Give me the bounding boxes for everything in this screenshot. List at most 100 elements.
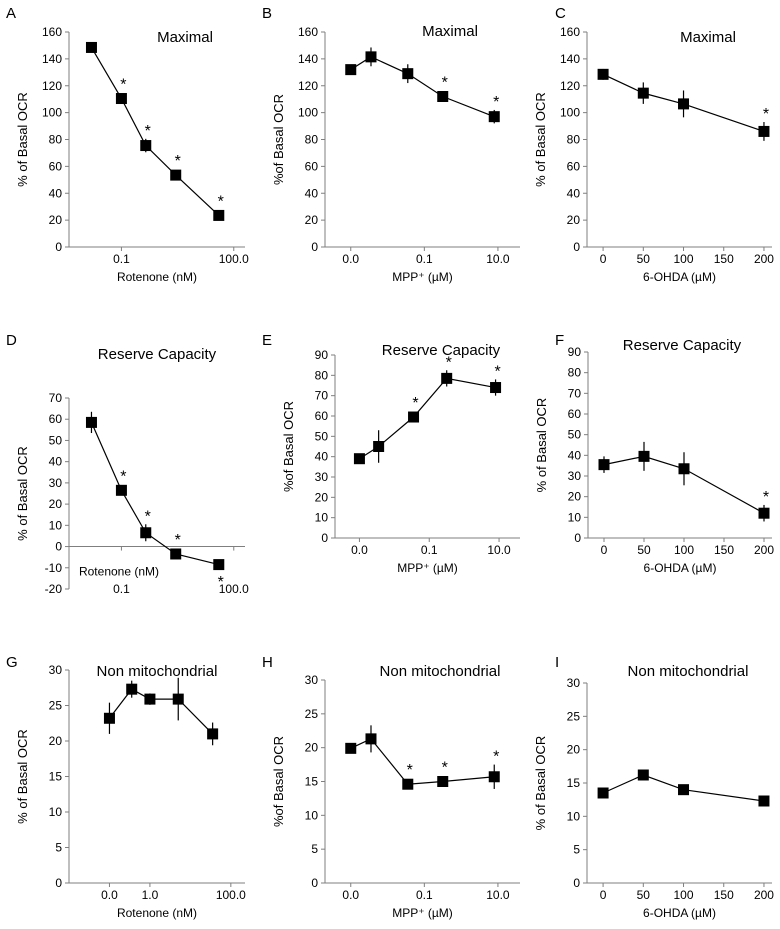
chart-title: Reserve Capacity bbox=[382, 342, 501, 359]
y-tick-label: 140 bbox=[560, 52, 580, 66]
chart-title: Reserve Capacity bbox=[623, 337, 742, 354]
data-point bbox=[758, 125, 770, 137]
y-tick-label: 120 bbox=[42, 79, 62, 93]
chart-title: Non mitochondrial bbox=[97, 663, 218, 680]
y-tick-label: 0 bbox=[55, 540, 62, 554]
y-tick-label: 70 bbox=[49, 391, 63, 405]
series-line bbox=[90, 47, 220, 216]
x-tick-label: 0 bbox=[600, 888, 607, 902]
x-axis-label: 6-OHDA (µM) bbox=[643, 270, 716, 284]
y-tick-label: 30 bbox=[49, 476, 63, 490]
y-tick-label: 80 bbox=[49, 133, 63, 147]
y-tick-label: 20 bbox=[305, 213, 319, 227]
x-tick-label: 100.0 bbox=[219, 582, 249, 596]
y-tick-label: 20 bbox=[567, 743, 581, 757]
data-point bbox=[402, 68, 414, 80]
significance-star: * bbox=[446, 354, 452, 371]
y-tick-label: 60 bbox=[305, 159, 319, 173]
y-tick-label: 100 bbox=[560, 106, 580, 120]
y-tick-label: 60 bbox=[568, 407, 582, 421]
y-axis-label: %of Basal OCR bbox=[271, 94, 286, 185]
y-tick-label: 20 bbox=[49, 213, 63, 227]
x-tick-label: 100 bbox=[674, 888, 694, 902]
y-tick-label: 160 bbox=[42, 25, 62, 39]
y-axis-label: %of Basal OCR bbox=[271, 736, 286, 827]
y-tick-label: 30 bbox=[305, 673, 319, 687]
y-tick-label: 25 bbox=[49, 699, 63, 713]
significance-star: * bbox=[493, 94, 499, 111]
data-point bbox=[365, 51, 377, 63]
y-tick-label: 60 bbox=[49, 412, 63, 426]
significance-star: * bbox=[763, 106, 769, 123]
data-point bbox=[441, 372, 453, 384]
y-tick-label: 60 bbox=[49, 159, 63, 173]
data-point bbox=[637, 769, 649, 781]
data-point bbox=[598, 459, 610, 471]
y-tick-label: 10 bbox=[49, 518, 63, 532]
data-point bbox=[345, 64, 357, 76]
x-axis-label: MPP⁺ (µM) bbox=[392, 270, 453, 284]
y-tick-label: 25 bbox=[567, 709, 581, 723]
panel-letter: G bbox=[6, 654, 18, 671]
y-tick-label: 20 bbox=[567, 213, 581, 227]
y-tick-label: 0 bbox=[573, 240, 580, 254]
panel-g: G Non mitochondrial 0 5 10 15 20 25 30 0.0 1.0 100.… bbox=[6, 654, 246, 920]
y-tick-label: 5 bbox=[311, 842, 318, 856]
data-point bbox=[758, 507, 770, 519]
y-tick-label: 50 bbox=[568, 428, 582, 442]
significance-star: * bbox=[120, 468, 126, 485]
y-tick-label: 40 bbox=[567, 186, 581, 200]
data-point bbox=[170, 169, 182, 181]
significance-star: * bbox=[218, 574, 224, 591]
data-point bbox=[637, 87, 649, 99]
data-point bbox=[170, 548, 182, 560]
panel-i: I Non mitochondrial 0 5 10 15 20 25 30 0 50 100 150 2… bbox=[533, 654, 774, 920]
significance-star: * bbox=[407, 762, 413, 779]
y-tick-label: 100 bbox=[298, 106, 318, 120]
y-axis-label: % of Basal OCR bbox=[15, 92, 30, 187]
y-tick-label: 10 bbox=[315, 511, 329, 525]
x-tick-label: 200 bbox=[754, 888, 774, 902]
panel-letter: B bbox=[262, 5, 272, 22]
y-axis-label: % of Basal OCR bbox=[533, 736, 548, 831]
data-point bbox=[678, 98, 690, 110]
x-tick-label: 100 bbox=[674, 543, 694, 557]
y-axis-label: %of Basal OCR bbox=[281, 401, 296, 492]
y-tick-label: 90 bbox=[568, 345, 582, 359]
x-tick-label: 0 bbox=[601, 543, 608, 557]
significance-star: * bbox=[442, 760, 448, 777]
x-tick-label: 0.1 bbox=[416, 252, 433, 266]
x-axis-label: MPP⁺ (µM) bbox=[392, 906, 453, 920]
panel-b: B Maximal 0 20 40 60 80 100 120 140 160 0.0 0.1 10.0 M… bbox=[262, 5, 520, 284]
data-point bbox=[126, 683, 138, 695]
y-tick-label: 0 bbox=[311, 240, 318, 254]
y-tick-label: 20 bbox=[49, 734, 63, 748]
x-tick-label: 0.0 bbox=[351, 543, 368, 557]
y-tick-label: 40 bbox=[305, 186, 319, 200]
chart-title: Reserve Capacity bbox=[98, 346, 217, 363]
x-axis-label: Rotenone (nM) bbox=[117, 270, 197, 284]
significance-star: * bbox=[218, 193, 224, 210]
x-tick-label: 150 bbox=[714, 543, 734, 557]
x-axis-label: Rotenone (nM) bbox=[79, 565, 159, 579]
y-tick-label: 20 bbox=[568, 490, 582, 504]
series-line bbox=[350, 56, 495, 118]
y-tick-label: 20 bbox=[49, 497, 63, 511]
data-point bbox=[144, 693, 156, 705]
y-tick-label: 80 bbox=[315, 368, 329, 382]
data-point bbox=[213, 559, 225, 571]
panel-letter: I bbox=[555, 654, 559, 671]
panel-h: H Non mitochondrial 0 5 10 15 20 25 30 0.0 0.1 10.0… bbox=[262, 654, 520, 920]
x-axis-label: 6-OHDA (µM) bbox=[644, 561, 717, 575]
data-point bbox=[408, 411, 420, 423]
chart-title: Maximal bbox=[680, 29, 736, 46]
significance-star: * bbox=[494, 363, 500, 380]
panel-letter: F bbox=[555, 332, 564, 349]
y-tick-label: 120 bbox=[298, 79, 318, 93]
data-point bbox=[115, 484, 127, 496]
y-tick-label: 5 bbox=[573, 843, 580, 857]
y-tick-label: 80 bbox=[305, 133, 319, 147]
x-tick-label: 100.0 bbox=[219, 252, 249, 266]
data-point bbox=[490, 382, 502, 394]
